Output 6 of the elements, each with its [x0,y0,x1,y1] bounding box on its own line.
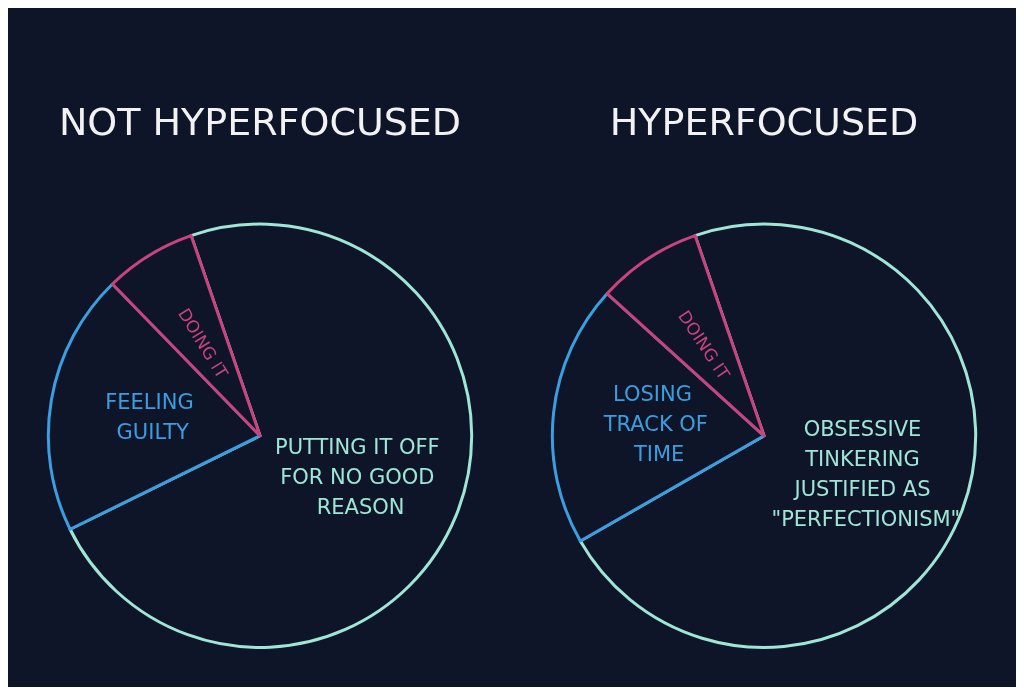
slice-label: FEELING GUILTY [105,390,201,445]
chart-title: HYPERFOCUSED [609,100,919,144]
slice-label: LOSING TRACK OF TIME [602,382,708,467]
slice-label: OBSESSIVE TINKERING JUSTIFIED AS "PERFECTIONISM" [771,417,961,532]
slice-label: PUTTING IT OFF FOR NO GOOD REASON [275,435,447,520]
chart-title: NOT HYPERFOCUSED [58,100,462,144]
